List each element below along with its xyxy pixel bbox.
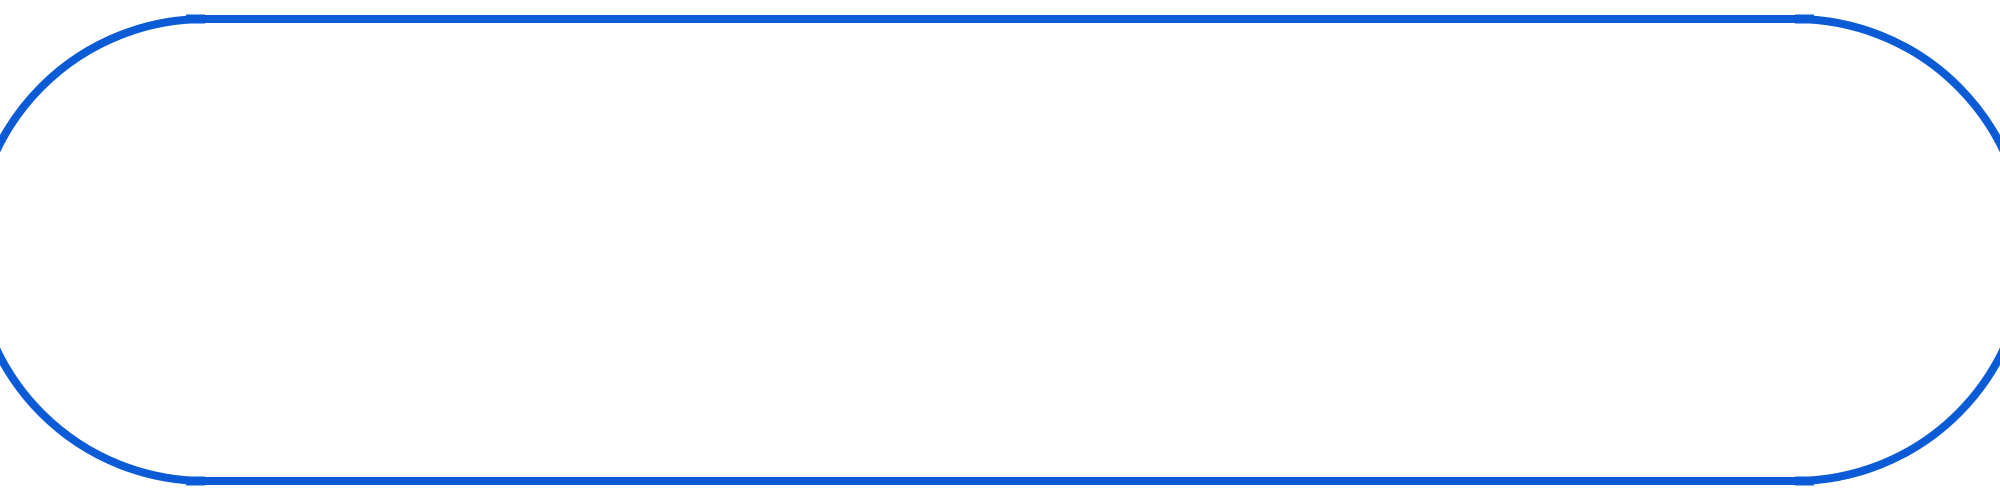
pill-button-label <box>0 0 2000 500</box>
pill-outline <box>0 14 2000 486</box>
